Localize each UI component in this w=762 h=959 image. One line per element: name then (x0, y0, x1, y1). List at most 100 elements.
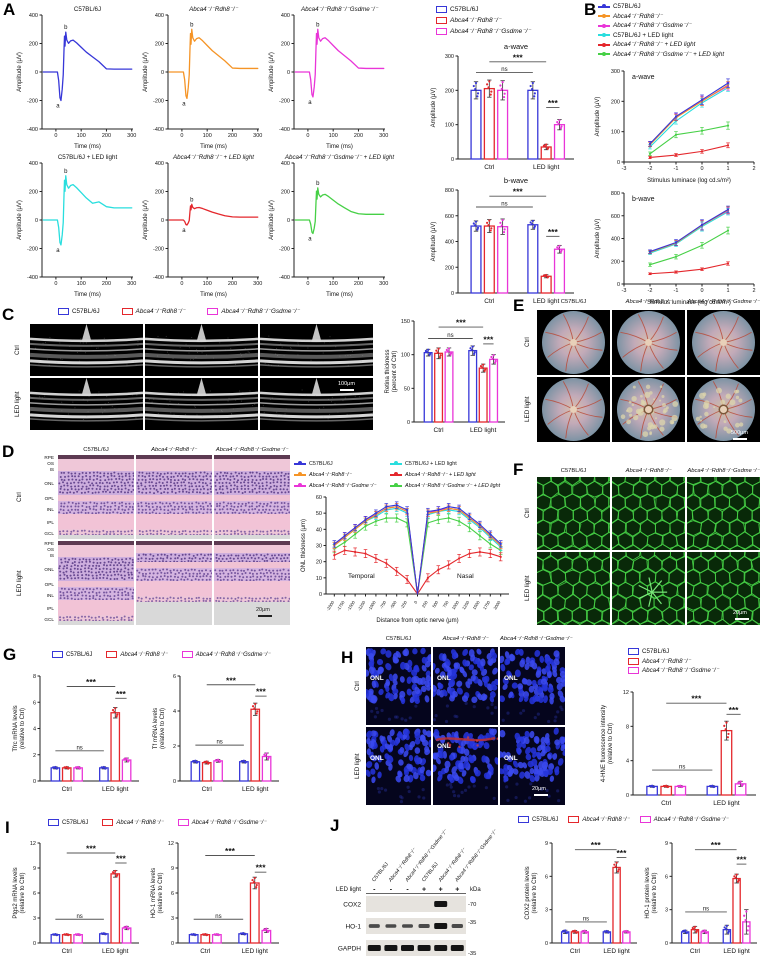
column-title: C57BL/6J (560, 299, 587, 305)
panel-b-label: B (584, 0, 597, 19)
svg-text:3: 3 (545, 908, 548, 914)
svg-text:Retina thickness: Retina thickness (385, 349, 391, 393)
dapi-image (366, 727, 431, 805)
svg-text:400: 400 (445, 240, 454, 246)
layer-label: GCL (44, 617, 54, 622)
legend-label: Abca4⁻/⁻Rdh8⁻/⁻ (309, 471, 352, 478)
svg-text:Stimulus luminace (log cd.s/m²: Stimulus luminace (log cd.s/m²) (647, 178, 731, 184)
erg-trace-gsdme: -400 -200 0 200 400 Amplitude (μV) 0 100 200 300 T… (269, 6, 388, 150)
svg-text:-35: -35 (468, 951, 476, 957)
svg-text:0: 0 (161, 70, 164, 76)
panel-g-label: G (3, 645, 17, 664)
svg-text:200: 200 (445, 265, 454, 271)
legend-line-marker-icon (390, 461, 402, 466)
svg-text:2: 2 (33, 753, 36, 759)
svg-text:Ctrl: Ctrl (202, 786, 213, 793)
svg-text:150: 150 (401, 319, 410, 325)
svg-text:HO-1 protein levels: HO-1 protein levels (645, 867, 651, 918)
legend-item: Abca4⁻/⁻Rdh8⁻/⁻ + LED light (598, 41, 724, 48)
svg-text:9: 9 (171, 866, 174, 872)
layer-label: INL (46, 593, 54, 598)
legend-item: C57BL/6J (58, 308, 100, 315)
histology-image (214, 455, 290, 539)
scale-bar (258, 615, 272, 617)
svg-text:3: 3 (33, 916, 36, 922)
svg-text:***: *** (591, 840, 602, 850)
legend-label: Abca4⁻/⁻Rdh8⁻/⁻Gsdme⁻/⁻ (221, 308, 300, 315)
svg-text:Amplitude (μV): Amplitude (μV) (431, 88, 437, 128)
svg-text:Ctrl: Ctrl (661, 800, 672, 807)
zo1-image (537, 552, 610, 625)
legend-line-marker-icon (598, 52, 610, 57)
scale-bar (733, 438, 747, 440)
svg-text:LED light: LED light (336, 886, 361, 893)
svg-text:+: + (422, 887, 426, 894)
legend-item: Abca4⁻/⁻Rdh8⁻/⁻ (598, 13, 724, 20)
dapi-image (433, 727, 498, 805)
svg-text:Amplitude (μV): Amplitude (μV) (17, 200, 23, 240)
legend-item: Abca4⁻/⁻Rdh8⁻/⁻ (106, 651, 168, 658)
svg-text:0: 0 (54, 281, 57, 287)
svg-text:LED light: LED light (713, 800, 740, 807)
svg-text:50: 50 (316, 511, 322, 517)
legend-panel-a: C57BL/6J Abca4⁻/⁻Rdh8⁻/⁻ Abca4⁻/⁻Rdh8⁻/⁻Gs… (436, 6, 531, 35)
svg-text:LED light: LED light (102, 948, 129, 955)
svg-text:400: 400 (155, 161, 164, 167)
svg-text:Amplitude (μV): Amplitude (μV) (595, 97, 601, 137)
svg-text:Tfrc mRNA levels: Tfrc mRNA levels (13, 705, 19, 751)
svg-text:250: 250 (421, 599, 429, 608)
retina-thickness-chart: 0 50 100 150 Retina thickness (percent of Ctr… (385, 318, 505, 434)
a-wave-line-chart: 0 100 200 300 Amplitude (μV) -3 -2 -1 0 1 2 Stimulu… (595, 69, 756, 184)
svg-text:+: + (439, 887, 443, 894)
svg-text:-1: -1 (674, 288, 679, 294)
legend-item: Abca4⁻/⁻Rdh8⁻/⁻Gsdme⁻/⁻ (628, 667, 719, 675)
legend-label: Abca4⁻/⁻Rdh8⁻/⁻ (613, 12, 663, 20)
svg-text:400: 400 (155, 13, 164, 19)
svg-text:Ctrl: Ctrl (62, 948, 73, 955)
svg-text:100: 100 (329, 133, 338, 139)
svg-text:200: 200 (281, 190, 290, 196)
svg-text:0: 0 (54, 133, 57, 139)
svg-text:***: *** (513, 52, 524, 62)
svg-text:200: 200 (445, 88, 454, 94)
svg-text:ns: ns (501, 67, 507, 73)
onl-label: ONL (370, 675, 384, 682)
svg-text:ONL thickness (μm): ONL thickness (μm) (301, 519, 307, 572)
svg-text:***: *** (617, 848, 628, 858)
scale-bar-label: 20μm (532, 786, 546, 792)
svg-text:-200: -200 (279, 99, 290, 105)
svg-text:a: a (56, 248, 60, 254)
svg-text:LED light: LED light (533, 164, 560, 171)
legend-label: Abca4⁻/⁻Rdh8⁻/⁻Gsdme⁻/⁻ (613, 22, 692, 30)
svg-text:8: 8 (626, 724, 629, 730)
svg-text:-3: -3 (622, 288, 627, 294)
svg-text:10: 10 (316, 576, 322, 582)
svg-text:Time (ms): Time (ms) (74, 292, 101, 298)
svg-text:a-wave: a-wave (504, 42, 528, 51)
svg-text:a: a (308, 237, 312, 243)
svg-text:0: 0 (161, 218, 164, 224)
oct-image (145, 378, 258, 430)
svg-text:0: 0 (700, 288, 703, 294)
legend-label: Abca4⁻/⁻Rdh8⁻/⁻Gsdme⁻/⁻ (450, 28, 531, 35)
svg-text:40: 40 (316, 527, 322, 533)
legend-label: C57BL/6J (450, 6, 479, 13)
fundus-image (687, 377, 760, 442)
legend-panel-i: C57BL/6J Abca4⁻/⁻Rdh8⁻/⁻ Abca4⁻/⁻Rdh8⁻/⁻Gs… (48, 819, 266, 826)
svg-text:300: 300 (127, 281, 136, 287)
svg-text:Abca4⁻/⁻Rdh8⁻/⁻Gsdme⁻/⁻: Abca4⁻/⁻Rdh8⁻/⁻Gsdme⁻/⁻ (300, 6, 379, 13)
svg-text:C57BL/6J: C57BL/6J (74, 6, 101, 13)
svg-text:ns: ns (447, 333, 453, 339)
svg-text:12: 12 (30, 841, 36, 847)
legend-label: C57BL/6J (613, 3, 641, 10)
svg-text:Abca4⁻/⁻Rdh8⁻/⁻: Abca4⁻/⁻Rdh8⁻/⁻ (437, 846, 468, 884)
svg-text:100: 100 (401, 353, 410, 359)
svg-text:12: 12 (623, 690, 629, 696)
legend-label: Abca4⁻/⁻Rdh8⁻/⁻ (116, 820, 164, 826)
column-title: Abca4⁻/⁻Rdh8⁻/⁻Gsdme⁻/⁻ (500, 636, 573, 642)
svg-text:0: 0 (180, 133, 183, 139)
svg-text:0: 0 (451, 291, 454, 297)
svg-text:C57BL/6J + LED light: C57BL/6J + LED light (58, 154, 118, 161)
legend-item: Abca4⁻/⁻Rdh8⁻/⁻ (102, 819, 164, 826)
scale-bar-label: 100μm (338, 381, 355, 387)
